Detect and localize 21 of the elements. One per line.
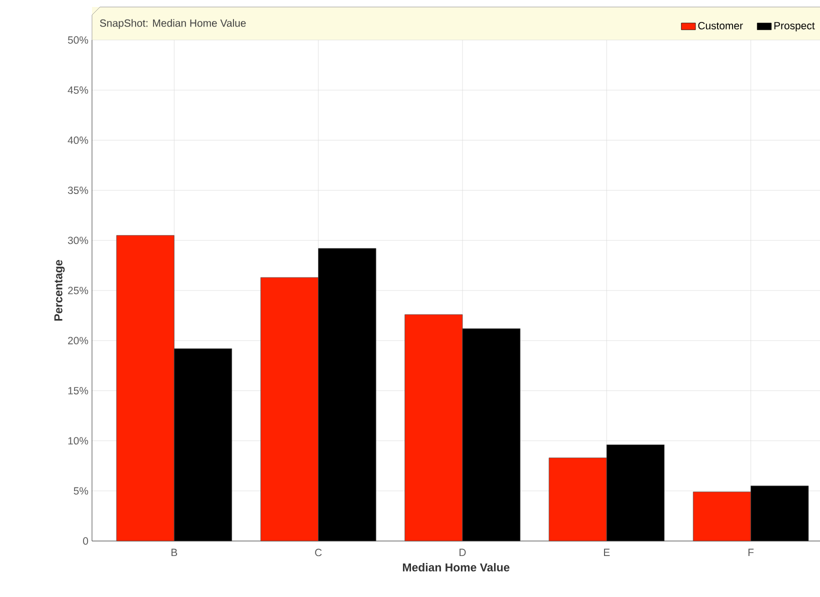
x-tick-label: C: [315, 548, 322, 556]
legend-label: Customer: [698, 22, 743, 30]
y-tick-label: 20%: [68, 336, 88, 344]
y-tick-label: 50%: [68, 36, 88, 44]
y-axis-title: Percentage: [54, 260, 65, 321]
y-tick-label: 10%: [68, 437, 88, 445]
x-axis-title: Median Home Value: [402, 563, 510, 572]
y-tick-label: 0: [83, 537, 88, 545]
y-tick-label: 30%: [68, 236, 88, 244]
chart-title: SnapShot: Median Home Value: [100, 19, 246, 29]
x-tick-label: F: [748, 548, 754, 556]
y-tick-label: 5%: [74, 487, 88, 495]
legend-label: Prospect: [774, 22, 815, 32]
y-tick-label: 40%: [68, 136, 88, 144]
y-tick-label: 15%: [68, 387, 88, 394]
y-tick-label: 45%: [68, 86, 88, 94]
y-tick-label: 25%: [68, 286, 88, 294]
x-tick-label: D: [460, 548, 466, 556]
y-tick-label: 35%: [68, 186, 88, 194]
x-tick-label: B: [172, 548, 178, 556]
x-tick-label: E: [604, 548, 610, 556]
